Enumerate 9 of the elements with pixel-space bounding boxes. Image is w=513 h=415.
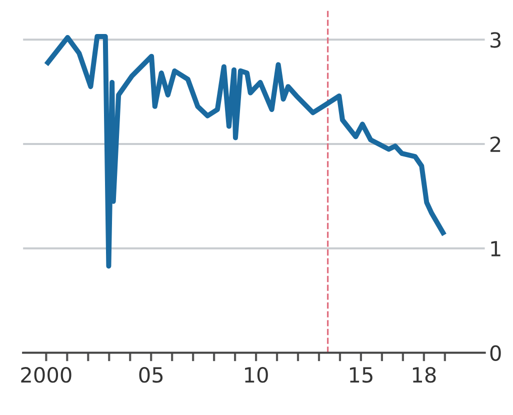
x-tick-label: 05 [139,367,163,383]
y-tick-label: 1 [491,241,500,256]
x-tick-label: 15 [350,367,372,383]
y-tick-label: 3 [490,32,501,48]
y-tick-label: 2 [490,136,500,152]
x-tick-label: 10 [245,367,268,383]
x-tick-label: 18 [412,367,436,383]
x-tick-label: 2000 [21,367,72,383]
y-tick-label: 0 [490,345,501,361]
